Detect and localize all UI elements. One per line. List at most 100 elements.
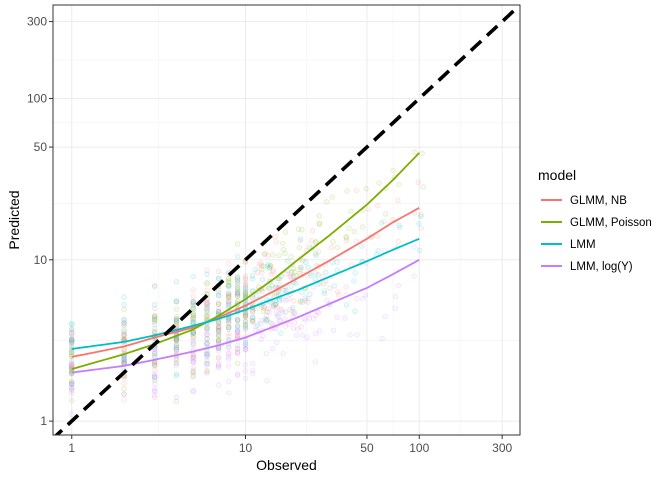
- scatter-point: [234, 274, 241, 280]
- scatter-point: [316, 221, 323, 227]
- scatter-point: [298, 264, 305, 271]
- scatter-point: [190, 293, 196, 300]
- scatter-point: [215, 354, 222, 360]
- scatter-point: [242, 314, 249, 320]
- scatter-point: [190, 367, 196, 373]
- scatter-point: [270, 304, 276, 311]
- scatter-point: [173, 337, 180, 343]
- scatter-point: [376, 180, 382, 186]
- scatter-point: [362, 292, 368, 298]
- scatter-point: [234, 342, 241, 348]
- scatter-point: [283, 297, 289, 303]
- scatter-point: [313, 331, 319, 337]
- scatter-point: [290, 265, 297, 272]
- scatter-point: [316, 213, 322, 219]
- scatter-point: [190, 331, 196, 338]
- scatter-point: [173, 346, 180, 353]
- scatter-point: [374, 233, 381, 240]
- scatter-point: [274, 339, 280, 346]
- scatter-point: [226, 302, 232, 308]
- scatter-point: [68, 337, 75, 343]
- scatter-point: [204, 305, 210, 311]
- scatter-point: [234, 329, 241, 336]
- scatter-point: [121, 356, 127, 363]
- scatter-point: [234, 293, 241, 299]
- scatter-point: [250, 273, 256, 279]
- scatter-point: [68, 349, 75, 355]
- scatter-point: [383, 211, 389, 217]
- scatter-point: [258, 320, 264, 327]
- scatter-point: [266, 285, 272, 292]
- scatter-point: [68, 388, 75, 394]
- scatter-point: [215, 323, 222, 329]
- scatter-point: [242, 341, 249, 348]
- scatter-point: [268, 271, 274, 278]
- scatter-point: [395, 238, 402, 245]
- scatter-point: [226, 356, 232, 362]
- scatter-point: [204, 300, 210, 307]
- scatter-point: [173, 345, 180, 351]
- identity-dashed-line: [54, 5, 520, 435]
- scatter-point: [121, 359, 127, 365]
- scatter-point: [309, 228, 316, 234]
- scatter-point: [250, 370, 256, 377]
- scatter-point: [204, 370, 210, 377]
- scatter-point: [259, 270, 265, 276]
- scatter-point: [283, 309, 289, 315]
- scatter-point: [190, 300, 196, 306]
- scatter-point: [204, 271, 210, 277]
- scatter-point: [271, 303, 277, 309]
- scatter-point: [305, 299, 311, 305]
- legend-label: GLMM, Poisson: [570, 217, 652, 229]
- scatter-point: [250, 367, 256, 374]
- scatter-point: [267, 263, 273, 269]
- scatter-point: [353, 238, 359, 245]
- scatter-point: [234, 288, 241, 295]
- scatter-point: [302, 295, 308, 301]
- scatter-point: [242, 282, 249, 288]
- scatter-point: [334, 259, 340, 265]
- scatter-point: [297, 238, 303, 244]
- scatter-point: [242, 346, 249, 352]
- scatter-point: [152, 377, 158, 384]
- scatter-point: [288, 253, 294, 260]
- scatter-point: [375, 203, 381, 209]
- scatter-point: [351, 228, 357, 235]
- scatter-point: [291, 274, 297, 280]
- scatter-point: [291, 269, 298, 275]
- scatter-point: [278, 307, 285, 313]
- scatter-point: [173, 317, 180, 324]
- scatter-point: [336, 292, 342, 298]
- scatter-point: [226, 318, 232, 324]
- scatter-point: [190, 364, 196, 371]
- scatter-point: [173, 299, 180, 305]
- scatter-point: [390, 167, 396, 174]
- scatter-point: [290, 305, 296, 311]
- scatter-point: [234, 293, 241, 300]
- scatter-point: [226, 290, 232, 296]
- scatter-point: [343, 284, 349, 290]
- scatter-point: [286, 321, 293, 327]
- scatter-point: [204, 340, 210, 347]
- scatter-point: [250, 319, 256, 325]
- scatter-point: [418, 212, 424, 218]
- scatter-point: [215, 331, 222, 338]
- scatter-point: [343, 302, 350, 308]
- scatter-point: [204, 360, 210, 367]
- scatter-point: [121, 320, 127, 326]
- scatter-point: [298, 236, 304, 242]
- scatter-point: [190, 273, 196, 280]
- scatter-point: [313, 239, 319, 245]
- scatter-point: [310, 284, 316, 290]
- scatter-point: [152, 392, 158, 398]
- scatter-point: [290, 325, 297, 332]
- scatter-point: [68, 338, 75, 344]
- scatter-point: [226, 345, 232, 351]
- scatter-point: [226, 276, 232, 282]
- scatter-point: [282, 250, 288, 257]
- scatter-point: [242, 325, 249, 331]
- scatter-point: [328, 244, 335, 251]
- legend-label: LMM: [570, 239, 596, 251]
- scatter-point: [234, 292, 241, 298]
- scatter-point: [265, 261, 272, 268]
